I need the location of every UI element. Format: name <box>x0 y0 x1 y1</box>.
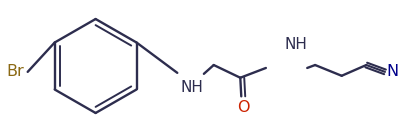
Text: N: N <box>385 64 397 79</box>
Text: NH: NH <box>180 80 203 95</box>
Text: O: O <box>237 100 249 115</box>
Text: NH: NH <box>284 37 307 52</box>
Text: Br: Br <box>6 64 24 79</box>
